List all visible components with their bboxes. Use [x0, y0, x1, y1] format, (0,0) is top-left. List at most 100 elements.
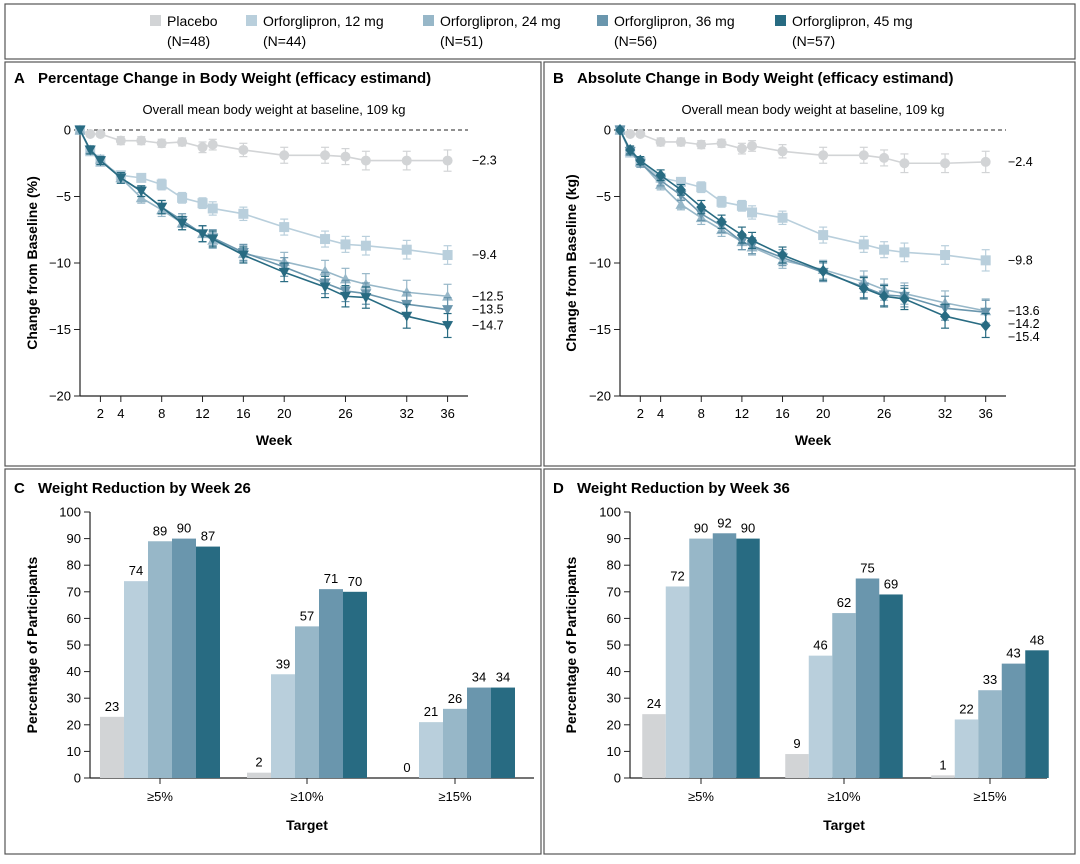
panel-d-bar-label-orforglipron-12-mg: 72: [670, 568, 684, 583]
panel-c-bar-orforglipron-24-mg: [443, 708, 467, 778]
panel-a-x-tick-label: 16: [236, 406, 250, 421]
legend-frame: [4, 3, 1076, 60]
panel-c-bar-label-orforglipron-36-mg: 34: [472, 670, 486, 685]
panel-a-point-orforglipron-45-mg: [176, 218, 188, 229]
panel-a-point-placebo: [320, 150, 331, 161]
panel-a-point-placebo: [207, 139, 218, 150]
panel-c-category-label: ≥5%: [147, 789, 173, 804]
panel-a-point-orforglipron-45-mg: [339, 291, 351, 302]
panel-d-y-tick-label: 20: [607, 717, 621, 732]
panel-b-point-orforglipron-45-mg: [899, 292, 910, 305]
panel-d-bar-label-orforglipron-45-mg: 90: [741, 521, 755, 536]
panel-b-x-tick-label: 20: [816, 406, 830, 421]
panel-d-bar-label-placebo: 24: [647, 696, 661, 711]
panel-a-point-orforglipron-45-mg: [135, 186, 147, 197]
panel-a-point-orforglipron-36-mg: [442, 305, 454, 316]
panel-b-point-orforglipron-12-mg: [736, 200, 747, 211]
panel-b-point-orforglipron-12-mg: [858, 239, 869, 250]
panel-b-y-tick-label: 0: [604, 123, 611, 138]
panel-a-point-placebo: [442, 155, 453, 166]
panel-c-y-tick-label: 50: [67, 638, 81, 653]
panel-b-line-orforglipron-36-mg: [619, 129, 986, 314]
panel-b-letter: B: [553, 70, 564, 87]
panel-b-point-placebo: [736, 143, 747, 154]
panel-d-bar-orforglipron-36-mg: [1001, 663, 1026, 778]
panel-d-bar-orforglipron-45-mg: [1025, 650, 1049, 778]
panel-c-bar-label-orforglipron-24-mg: 89: [153, 523, 167, 538]
panel-d-title: Weight Reduction by Week 36: [577, 480, 790, 497]
panel-d: D Weight Reduction by Week 36 0 10 20 30 40 50 6…: [553, 480, 1049, 833]
panel-a-point-placebo: [401, 155, 412, 166]
panel-d-y-tick-label: 100: [599, 505, 621, 520]
panel-a: A Percentage Change in Body Weight (effic…: [14, 70, 504, 448]
panel-a-y-tick-label: −20: [49, 389, 71, 404]
panel-a-point-orforglipron-45-mg: [94, 156, 106, 167]
panel-b-point-placebo: [696, 139, 707, 150]
panel-b-series-orforglipron-24-mg: [614, 124, 992, 324]
panel-a-x-tick-label: 12: [195, 406, 209, 421]
legend-swatch-orforglipron-24-mg: [423, 15, 434, 26]
panel-b-end-label-orforglipron-12-mg: −9.8: [1008, 253, 1033, 267]
legend-n-orforglipron-36-mg: (N=56): [614, 33, 657, 49]
panel-a-point-orforglipron-12-mg: [340, 239, 351, 250]
panel-c-bar-label-placebo: 2: [255, 755, 262, 770]
panel-c-y-axis-title: Percentage of Participants: [24, 556, 40, 733]
panel-b-point-orforglipron-45-mg: [980, 319, 991, 332]
legend-swatch-orforglipron-12-mg: [246, 15, 257, 26]
panel-a-point-orforglipron-45-mg: [74, 125, 86, 136]
panel-a-x-tick-label: 36: [440, 406, 454, 421]
panel-b-point-orforglipron-45-mg: [625, 143, 636, 156]
panel-b-point-placebo: [635, 128, 646, 139]
panel-b-point-orforglipron-45-mg: [675, 183, 686, 196]
panel-d-bar-label-orforglipron-45-mg: 48: [1030, 632, 1044, 647]
panel-d-bar-orforglipron-24-mg: [832, 613, 856, 778]
panel-a-point-orforglipron-45-mg: [84, 145, 96, 156]
panel-a-point-orforglipron-12-mg: [442, 250, 453, 261]
panel-d-bar-orforglipron-36-mg: [712, 533, 737, 778]
panel-a-line-orforglipron-24-mg: [79, 129, 448, 298]
panel-b-point-orforglipron-45-mg: [940, 310, 951, 323]
panel-b-end-label-orforglipron-36-mg: −14.2: [1008, 317, 1040, 331]
panel-c-bar-orforglipron-24-mg: [295, 626, 319, 778]
panel-d-bar-label-placebo: 1: [939, 757, 946, 772]
panel-d-y-axis-title: Percentage of Participants: [563, 556, 579, 733]
panel-d-bar-placebo: [785, 754, 809, 778]
panel-a-point-orforglipron-45-mg: [401, 311, 413, 322]
panel-c-bar-orforglipron-12-mg: [124, 581, 148, 778]
panel-c-x-axis-title: Target: [286, 817, 328, 833]
panel-a-point-orforglipron-12-mg: [279, 222, 290, 233]
panel-c-y-tick-label: 60: [67, 611, 81, 626]
panel-b-x-tick-label: 4: [657, 406, 664, 421]
panel-d-category-label: ≥10%: [827, 789, 861, 804]
panel-b-point-orforglipron-12-mg: [980, 255, 991, 266]
panel-d-bar-label-orforglipron-24-mg: 90: [694, 521, 708, 536]
panel-b-point-orforglipron-45-mg: [818, 264, 829, 277]
panel-a-x-tick-label: 4: [117, 406, 124, 421]
panel-d-x-axis-title: Target: [823, 817, 865, 833]
panel-d-bar-label-orforglipron-36-mg: 92: [717, 515, 731, 530]
panel-b-point-orforglipron-45-mg: [615, 124, 625, 136]
panel-d-y-tick-label: 0: [614, 771, 621, 786]
panel-c-bar-orforglipron-12-mg: [271, 674, 295, 778]
panel-a-series-placebo: [75, 125, 453, 172]
panel-b-x-tick-label: 32: [938, 406, 952, 421]
panel-b-line-orforglipron-12-mg: [619, 129, 986, 262]
panel-a-frame: [4, 61, 542, 467]
panel-a-point-placebo: [197, 142, 208, 153]
panel-c-y-tick-label: 70: [67, 584, 81, 599]
panel-b-series-orforglipron-36-mg: [614, 125, 992, 325]
panel-a-point-orforglipron-12-mg: [197, 198, 208, 209]
panel-b-series-orforglipron-12-mg: [615, 125, 991, 272]
panel-a-subtitle: Overall mean body weight at baseline, 10…: [142, 102, 405, 117]
panel-c-y-tick-label: 10: [67, 744, 81, 759]
panel-b-point-placebo: [980, 156, 991, 167]
panel-b-y-tick-label: −15: [589, 322, 611, 337]
legend-label-orforglipron-45-mg: Orforglipron, 45 mg: [792, 13, 913, 29]
panel-a-x-tick-label: 20: [277, 406, 291, 421]
panel-a-line-placebo: [79, 129, 448, 162]
panel-a-point-placebo: [95, 128, 106, 139]
panel-b-end-label-orforglipron-45-mg: −15.4: [1008, 330, 1040, 344]
panel-a-point-orforglipron-45-mg: [237, 250, 249, 261]
panel-a-point-orforglipron-45-mg: [319, 282, 331, 293]
panel-c-bar-orforglipron-45-mg: [196, 546, 220, 778]
